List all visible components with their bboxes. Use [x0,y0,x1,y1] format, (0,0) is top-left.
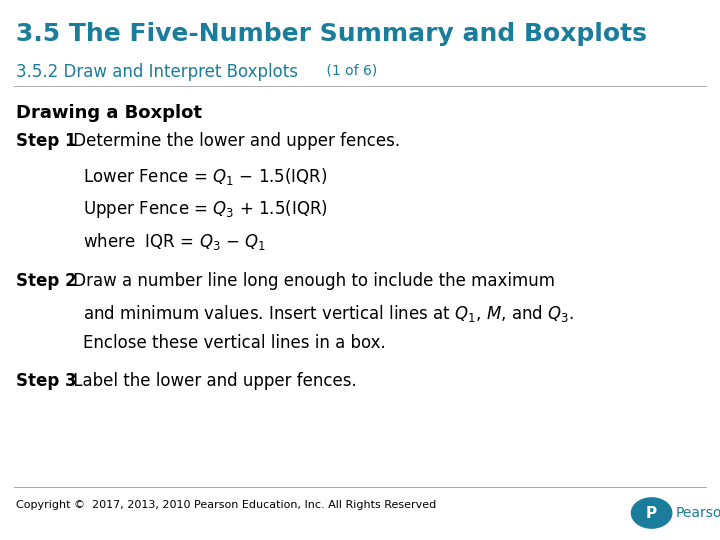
Text: Upper Fence = $Q_3$ + 1.5(IQR): Upper Fence = $Q_3$ + 1.5(IQR) [83,198,328,220]
Text: Draw a number line long enough to include the maximum: Draw a number line long enough to includ… [68,272,555,290]
Text: Step 2: Step 2 [16,272,76,290]
Text: Step 3: Step 3 [16,372,76,389]
Text: where  IQR = $Q_3$ − $Q_1$: where IQR = $Q_3$ − $Q_1$ [83,231,266,252]
Text: Pearson: Pearson [675,506,720,520]
Text: Copyright ©  2017, 2013, 2010 Pearson Education, Inc. All Rights Reserved: Copyright © 2017, 2013, 2010 Pearson Edu… [16,500,436,510]
Text: (1 of 6): (1 of 6) [322,63,377,77]
Text: 3.5 The Five-Number Summary and Boxplots: 3.5 The Five-Number Summary and Boxplots [16,22,647,45]
Circle shape [631,498,672,528]
Text: and minimum values. Insert vertical lines at $Q_1$, $M$, and $Q_3$.: and minimum values. Insert vertical line… [83,303,574,325]
Text: Determine the lower and upper fences.: Determine the lower and upper fences. [68,132,400,150]
Text: Enclose these vertical lines in a box.: Enclose these vertical lines in a box. [83,334,385,352]
Text: Lower Fence = $Q_1$ − 1.5(IQR): Lower Fence = $Q_1$ − 1.5(IQR) [83,166,328,187]
Text: Step 1: Step 1 [16,132,76,150]
Text: Drawing a Boxplot: Drawing a Boxplot [16,104,202,122]
Text: Label the lower and upper fences.: Label the lower and upper fences. [68,372,357,389]
Text: 3.5.2 Draw and Interpret Boxplots: 3.5.2 Draw and Interpret Boxplots [16,63,298,81]
Text: P: P [646,505,657,521]
